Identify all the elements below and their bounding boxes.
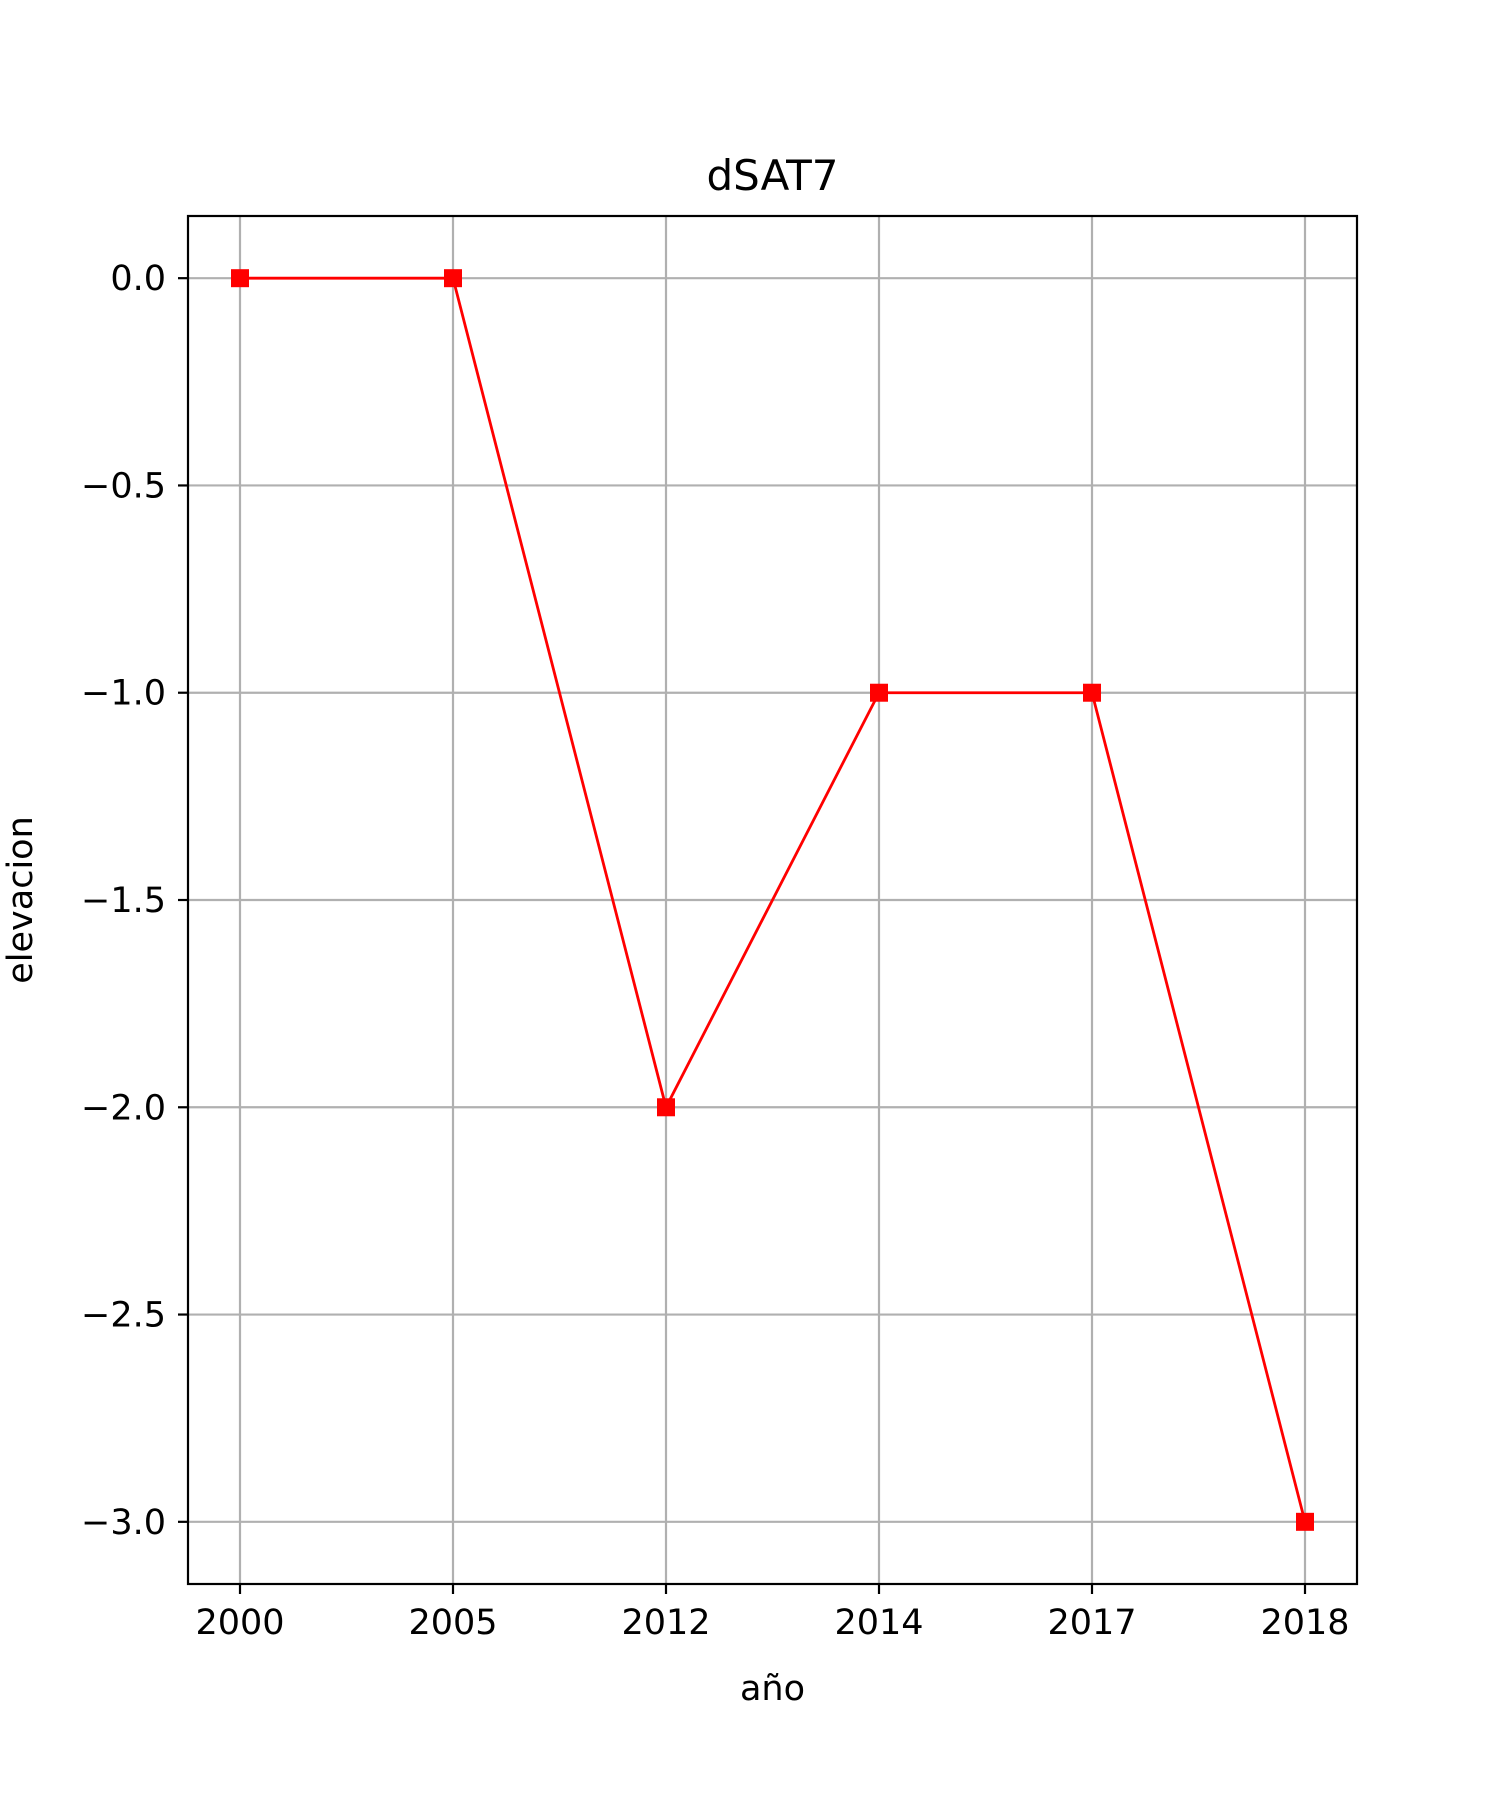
series-line [240, 276, 1307, 1523]
y-tick-label: −2.5 [81, 1296, 166, 1336]
data-point-marker [444, 269, 462, 288]
y-tick-label: −3.0 [81, 1503, 166, 1543]
y-tick-label: 0.0 [110, 259, 166, 299]
data-point-marker [1296, 1512, 1314, 1531]
x-tick-label: 2014 [834, 1603, 923, 1643]
axis-ticks: 2000 2005 2012 2014 2017 2018 0.0 −0.5 −1.0 −1.5 −… [81, 259, 1350, 1643]
y-tick-label: −1.0 [81, 674, 166, 714]
x-axis-label: año [740, 1669, 805, 1709]
x-tick-label: 2017 [1047, 1603, 1136, 1643]
data-point-marker [231, 269, 249, 288]
data-point-marker [1083, 683, 1101, 702]
y-tick-label: −0.5 [81, 466, 166, 506]
x-tick-label: 2018 [1260, 1603, 1349, 1643]
y-axis-label: elevacion [1, 816, 41, 984]
data-point-marker [657, 1098, 675, 1117]
chart-title: dSAT7 [707, 151, 839, 200]
x-tick-label: 2000 [195, 1603, 284, 1643]
data-point-marker [870, 683, 888, 702]
y-tick-label: −1.5 [81, 881, 166, 921]
x-tick-label: 2012 [621, 1603, 710, 1643]
x-tick-label: 2005 [408, 1603, 497, 1643]
y-tick-label: −2.0 [81, 1088, 166, 1128]
data-series [231, 269, 1314, 1531]
